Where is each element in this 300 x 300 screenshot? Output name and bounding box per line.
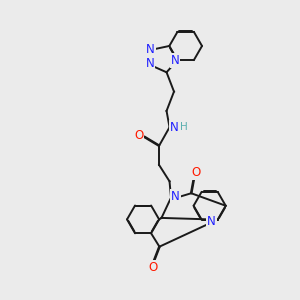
Text: N: N: [171, 190, 180, 203]
Text: N: N: [169, 121, 178, 134]
Text: N: N: [207, 215, 216, 228]
Text: N: N: [171, 54, 179, 67]
Text: O: O: [134, 129, 143, 142]
Text: O: O: [148, 261, 157, 274]
Text: N: N: [146, 43, 155, 56]
Text: O: O: [191, 166, 200, 179]
Text: N: N: [146, 57, 154, 70]
Text: H: H: [180, 122, 188, 132]
